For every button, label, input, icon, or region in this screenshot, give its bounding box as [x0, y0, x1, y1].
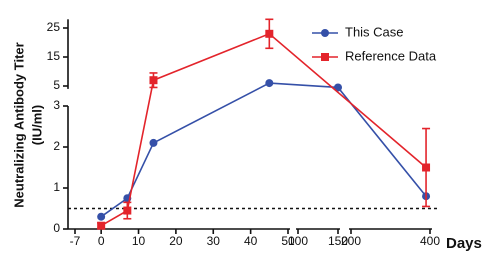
data-point	[149, 76, 158, 85]
x-tick-label: 50	[281, 234, 295, 248]
legend-marker	[321, 53, 329, 61]
x-axis-title: Days	[446, 235, 482, 252]
y-tick-label: 2	[53, 139, 60, 153]
x-tick-label: 200	[341, 234, 361, 248]
data-point	[149, 138, 158, 147]
x-tick-label: 40	[244, 234, 258, 248]
legend-label: This Case	[345, 24, 404, 39]
data-point	[97, 221, 106, 230]
data-point	[265, 29, 274, 38]
x-tick-label: 0	[98, 234, 105, 248]
y-tick-label: 5	[53, 78, 60, 92]
x-tick-label: 30	[207, 234, 221, 248]
legend-label: Reference Data	[345, 48, 437, 63]
y-tick-label: 25	[47, 20, 61, 34]
data-point	[265, 79, 274, 88]
data-point	[97, 212, 106, 221]
x-tick-label: 10	[132, 234, 146, 248]
x-tick-label: 400	[420, 234, 440, 248]
y-tick-label: 1	[53, 180, 60, 194]
y-tick-label: 0	[53, 221, 60, 235]
data-point	[123, 206, 132, 215]
series-line	[100, 82, 427, 218]
y-axis-subtitle: (IU/ml)	[29, 105, 44, 145]
data-point	[334, 83, 342, 92]
y-tick-label: 15	[47, 49, 61, 63]
x-tick-label: 100	[288, 234, 308, 248]
y-axis-title: Neutralizing Antibody Titer	[11, 42, 26, 207]
y-tick-label: 3	[53, 98, 60, 112]
x-tick-label: 150	[328, 234, 348, 248]
data-point	[422, 163, 431, 172]
x-tick-label: -7	[70, 234, 81, 248]
legend-marker	[321, 29, 329, 37]
x-tick-label: 20	[169, 234, 183, 248]
